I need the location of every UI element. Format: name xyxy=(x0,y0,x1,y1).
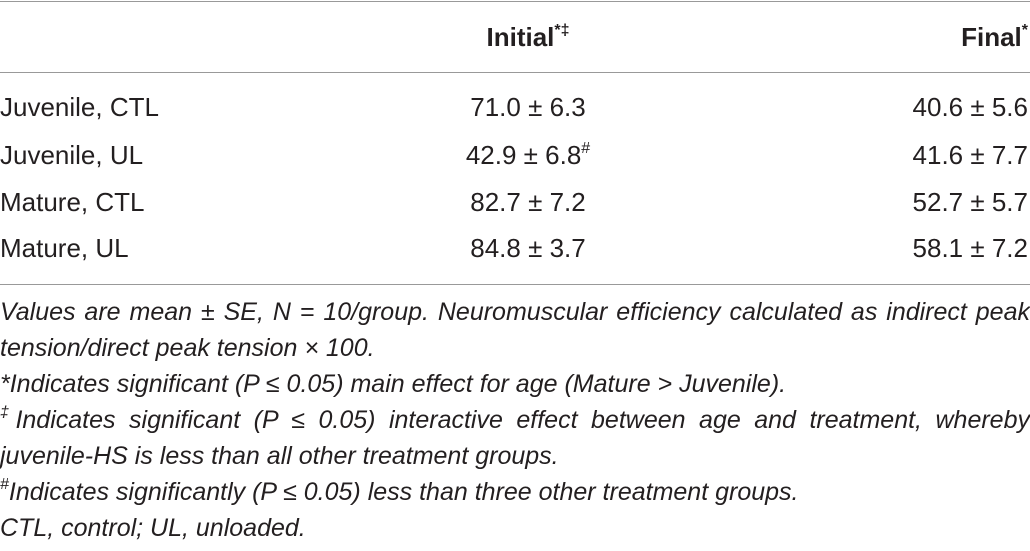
row-label: Mature, CTL xyxy=(0,187,145,217)
footnote: Values are mean ± SE, N = 10/group. Neur… xyxy=(0,294,1030,366)
footnote-text: Indicates significantly (P ≤ 0.05) less … xyxy=(8,478,799,506)
cell-text: Final xyxy=(961,22,1022,52)
footnote: ‡Indicates significant (P ≤ 0.05) intera… xyxy=(0,402,1030,474)
data-cell: 71.0 ± 6.3 xyxy=(470,92,586,122)
footnote-text: CTL, control; UL, unloaded. xyxy=(0,514,306,542)
column-header: Initial*‡ xyxy=(486,22,569,52)
data-cell: 84.8 ± 3.7 xyxy=(470,233,586,263)
top-rule xyxy=(0,1,1030,2)
cell-superscript: # xyxy=(581,140,591,157)
cell-text: 42.9 ± 6.8 xyxy=(465,140,582,170)
footnote-mark: ‡ xyxy=(0,404,16,421)
footnote-text: Values are mean ± SE, N = 10/group. Neur… xyxy=(0,298,1030,362)
column-header: Final* xyxy=(961,22,1028,52)
footnote-text: *Indicates significant (P ≤ 0.05) main e… xyxy=(0,370,787,398)
row-label: Mature, UL xyxy=(0,233,129,263)
data-cell: 41.6 ± 7.7 xyxy=(912,140,1028,170)
footnote: CTL, control; UL, unloaded. xyxy=(0,510,1030,546)
footnote: *Indicates significant (P ≤ 0.05) main e… xyxy=(0,366,1030,402)
data-cell: 52.7 ± 5.7 xyxy=(912,187,1028,217)
footnote: #Indicates significantly (P ≤ 0.05) less… xyxy=(0,474,1030,510)
row-label: Juvenile, CTL xyxy=(0,92,159,122)
data-cell: 40.6 ± 5.6 xyxy=(912,92,1028,122)
cell-superscript: *‡ xyxy=(554,22,570,39)
footnotes: Values are mean ± SE, N = 10/group. Neur… xyxy=(0,294,1030,546)
data-cell: 42.9 ± 6.8# xyxy=(466,140,590,170)
cell-superscript: * xyxy=(1021,22,1028,39)
footnote-text: Indicates significant (P ≤ 0.05) interac… xyxy=(0,406,1030,470)
cell-text: Initial xyxy=(486,22,555,52)
header-rule xyxy=(0,72,1030,73)
data-cell: 82.7 ± 7.2 xyxy=(470,187,586,217)
bottom-rule xyxy=(0,284,1030,285)
footnote-mark: # xyxy=(0,476,9,493)
data-cell: 58.1 ± 7.2 xyxy=(912,233,1028,263)
row-label: Juvenile, UL xyxy=(0,140,144,170)
